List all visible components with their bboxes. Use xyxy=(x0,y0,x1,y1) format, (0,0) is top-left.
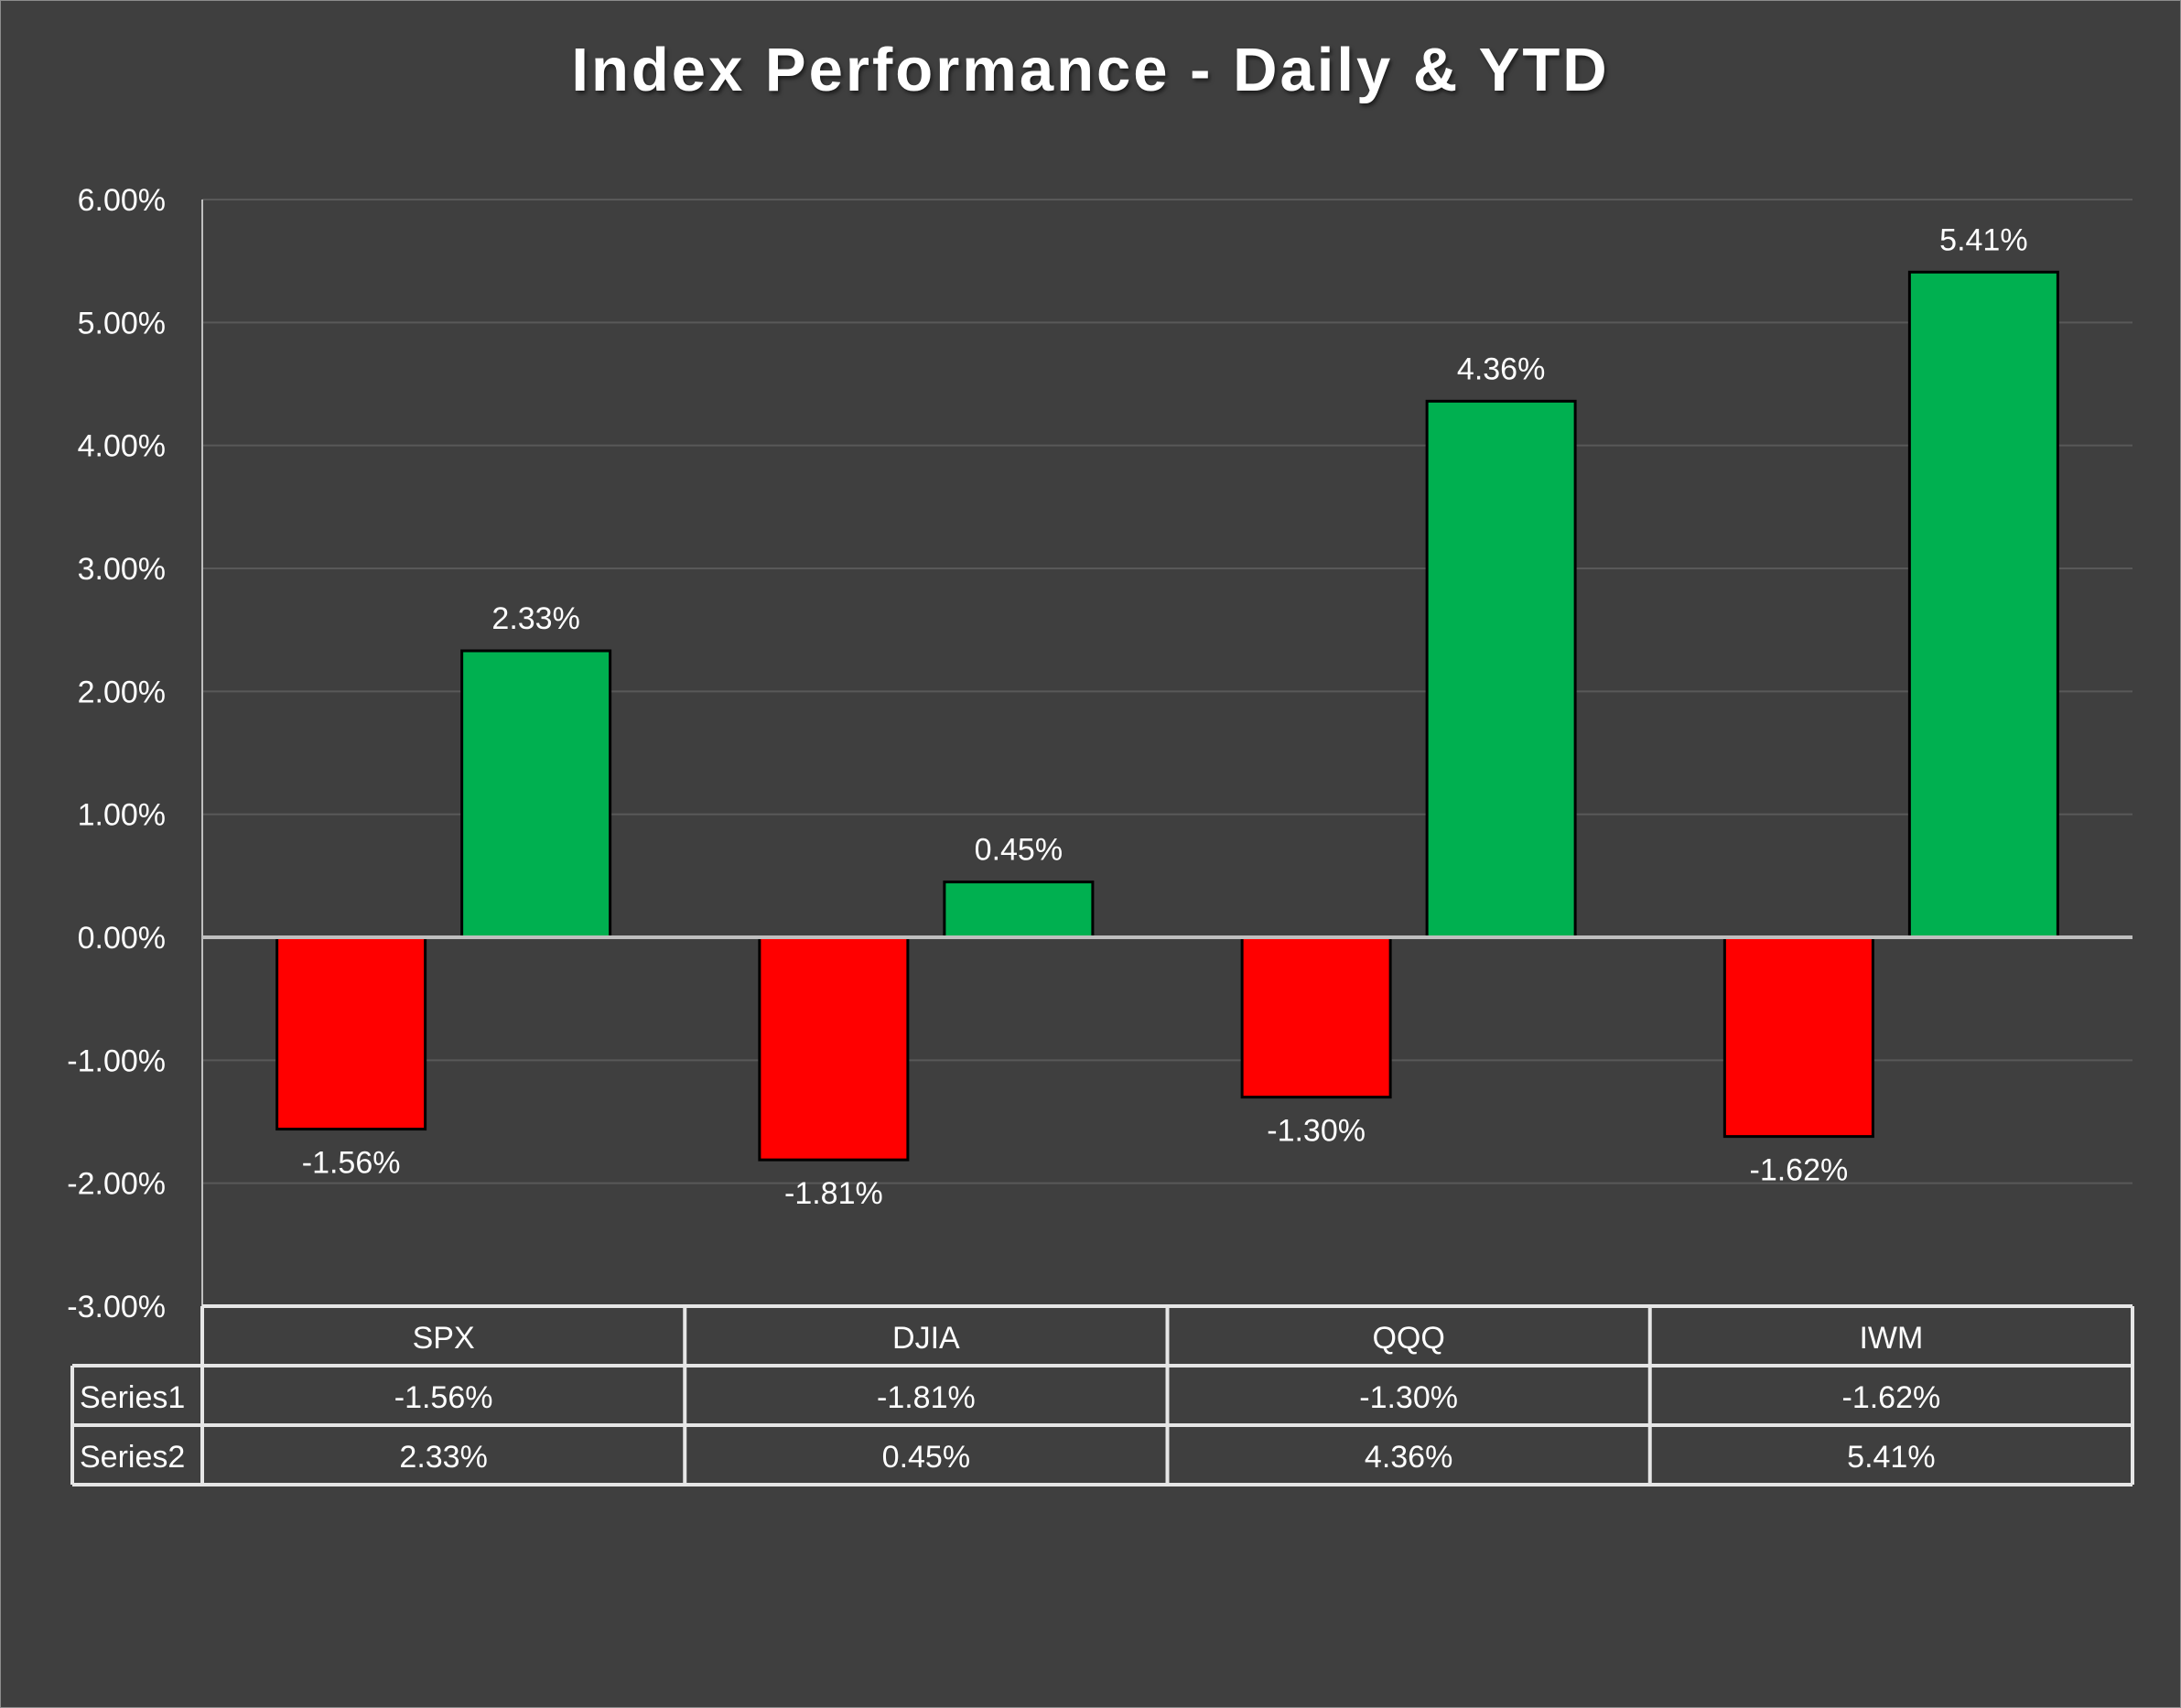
data-label: -1.81% xyxy=(784,1176,883,1211)
bar-series2-spx xyxy=(460,649,612,939)
bar-series2-qqq xyxy=(1425,399,1577,939)
bar-series2-djia xyxy=(943,881,1095,939)
y-tick-label: -2.00% xyxy=(67,1167,166,1202)
bar-series1-spx xyxy=(275,935,427,1131)
y-tick-label: 6.00% xyxy=(78,183,166,218)
data-label: 5.41% xyxy=(1939,222,2027,257)
table-cell: -1.62% xyxy=(1842,1380,1941,1415)
bar-series1-djia xyxy=(758,935,910,1162)
y-tick-label: 5.00% xyxy=(78,306,166,341)
category-label: IWM xyxy=(1859,1321,1923,1356)
data-label: -1.56% xyxy=(302,1146,401,1181)
category-label: DJIA xyxy=(892,1321,960,1356)
bar-series2-iwm xyxy=(1907,270,2059,939)
y-tick-label: 1.00% xyxy=(78,798,166,833)
category-label: SPX xyxy=(413,1321,475,1356)
table-cell: -1.30% xyxy=(1359,1380,1458,1415)
chart-title: Index Performance - Daily & YTD xyxy=(571,36,1610,104)
y-tick-label: 3.00% xyxy=(78,552,166,587)
table-cell: 0.45% xyxy=(882,1440,970,1475)
y-tick-label: 2.00% xyxy=(78,675,166,709)
data-label: 0.45% xyxy=(975,833,1063,868)
data-label: -1.62% xyxy=(1750,1153,1849,1188)
data-label: 4.36% xyxy=(1457,351,1545,386)
series-name: Series2 xyxy=(80,1440,185,1475)
table-cell: -1.56% xyxy=(394,1380,493,1415)
y-tick-label: 0.00% xyxy=(78,921,166,956)
table-cell: -1.81% xyxy=(877,1380,976,1415)
table-cell: 4.36% xyxy=(1365,1440,1452,1475)
data-label: -1.30% xyxy=(1267,1114,1366,1149)
data-label: 2.33% xyxy=(491,601,579,636)
bar-series1-qqq xyxy=(1240,935,1392,1099)
table-cell: 5.41% xyxy=(1847,1440,1935,1475)
y-tick-label: 4.00% xyxy=(78,429,166,464)
bar-series1-iwm xyxy=(1722,935,1874,1139)
category-label: QQQ xyxy=(1372,1321,1444,1356)
y-tick-label: -1.00% xyxy=(67,1043,166,1078)
table-cell: 2.33% xyxy=(399,1440,487,1475)
y-tick-label: -3.00% xyxy=(67,1290,166,1324)
series-name: Series1 xyxy=(80,1380,185,1415)
